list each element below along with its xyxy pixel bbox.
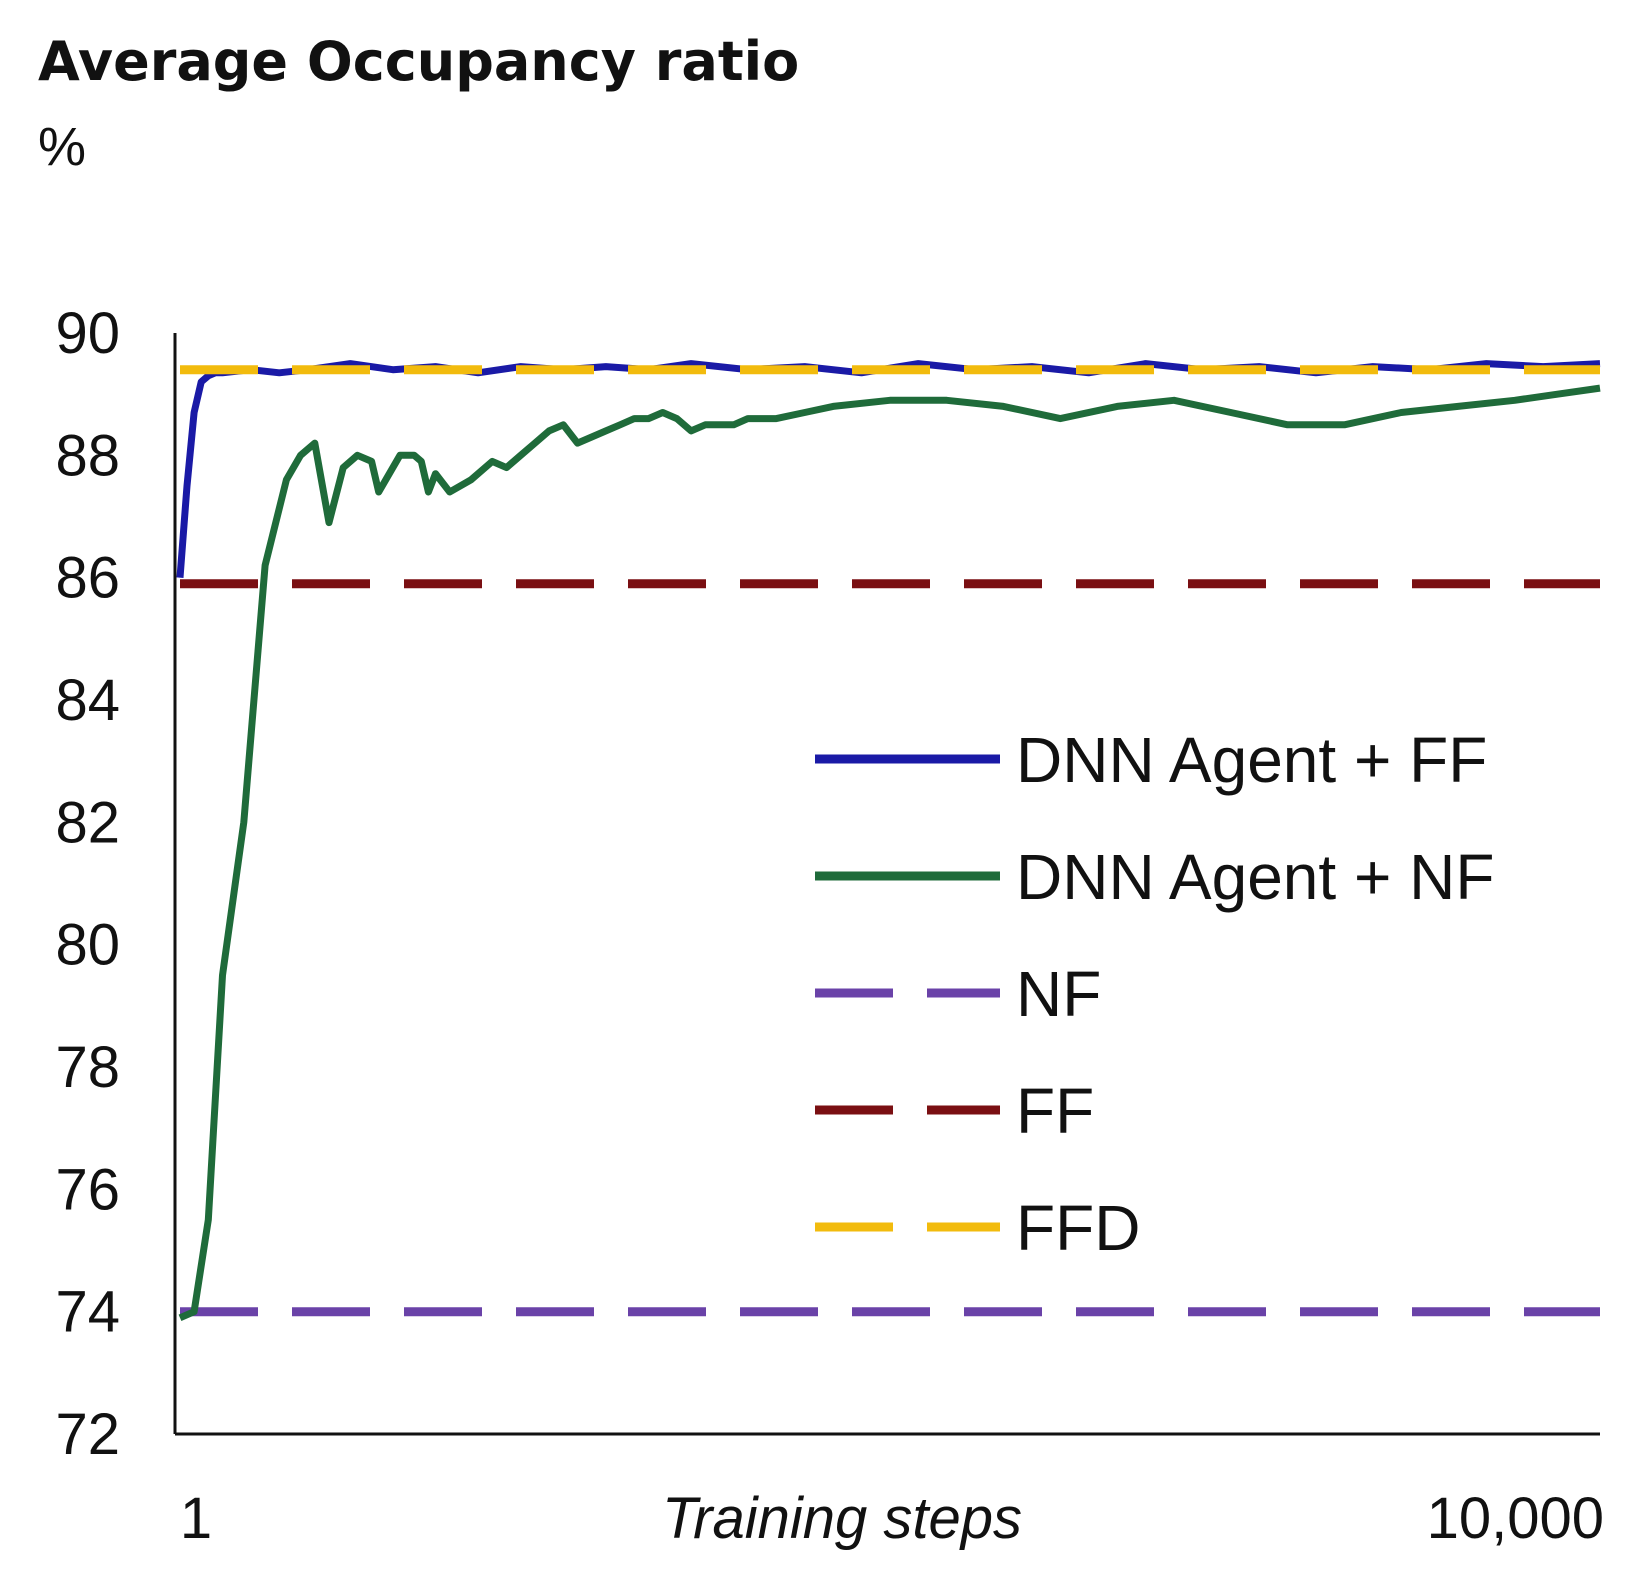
legend-label: FFD (1016, 1192, 1140, 1264)
y-tick-label: 90 (55, 301, 120, 366)
x-axis-label: Training steps (662, 1486, 1022, 1551)
y-tick-label: 88 (55, 423, 120, 488)
x-tick-label-start: 1 (180, 1486, 212, 1551)
y-tick-label: 76 (55, 1157, 120, 1222)
y-tick-label: 72 (55, 1402, 120, 1467)
legend-label: NF (1016, 958, 1101, 1030)
legend-label: DNN Agent + NF (1016, 841, 1494, 913)
series-layer (176, 360, 1601, 1322)
x-tick-label-end: 10,000 (1427, 1486, 1604, 1551)
chart-title: Average Occupancy ratio (38, 30, 799, 93)
y-axis-unit: % (38, 117, 86, 177)
y-tick-label: 86 (55, 546, 120, 611)
y-tick-label: 82 (55, 790, 120, 855)
y-tick-label: 80 (55, 913, 120, 978)
y-tick-label: 84 (55, 668, 120, 733)
legend-label: DNN Agent + FF (1016, 724, 1487, 796)
legend-label: FF (1016, 1075, 1094, 1147)
legend: DNN Agent + FF DNN Agent + NF NF FF FFD (815, 724, 1494, 1264)
series-line-dnn-agent-nf (178, 384, 1601, 1322)
y-tick-label: 78 (55, 1035, 120, 1100)
y-tick-labels: 72 74 76 78 80 82 84 86 88 90 (55, 301, 120, 1467)
y-tick-label: 74 (55, 1280, 120, 1345)
